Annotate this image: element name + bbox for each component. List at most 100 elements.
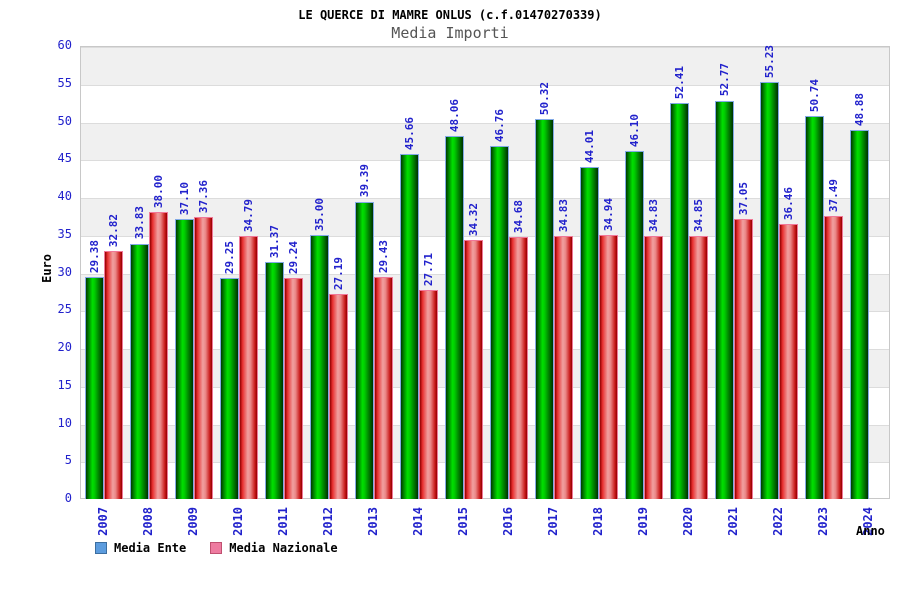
x-tick-label-2023: 2023 [816, 507, 830, 536]
bar-value-label-media-ente-2017: 50.32 [537, 81, 551, 116]
bar-media-nazionale-2013 [374, 276, 393, 499]
bar-value-label-media-ente-2023: 50.74 [807, 78, 821, 112]
gridline [81, 235, 889, 237]
y-tick-label: 10 [57, 415, 72, 430]
bar-value-label-media-nazionale-2020: 34.85 [691, 198, 705, 232]
bar-media-nazionale-2015 [464, 239, 483, 499]
gridline [81, 160, 889, 162]
bar-media-ente-2009 [175, 218, 194, 499]
bar-value-label-media-ente-2008: 33.83 [132, 206, 146, 240]
bar-value-label-media-ente-2011: 31.37 [267, 225, 281, 259]
x-tick-label-2011: 2011 [276, 507, 290, 536]
bar-value-label-media-ente-2010: 29.25 [222, 241, 236, 275]
plot-band [81, 273, 889, 312]
bar-media-nazionale-2020 [689, 235, 708, 499]
x-tick-label-2022: 2022 [771, 507, 785, 536]
bar-media-nazionale-2008 [149, 212, 168, 499]
x-tick-label-2009: 2009 [186, 507, 200, 536]
plot-band [81, 122, 889, 161]
legend: Media Ente Media Nazionale [95, 541, 338, 555]
bar-media-ente-2019 [625, 150, 644, 499]
y-tick-label: 0 [64, 491, 72, 505]
bar-media-ente-2013 [355, 201, 374, 499]
y-tick-label: 25 [57, 302, 72, 317]
bar-value-label-media-ente-2016: 46.76 [492, 108, 506, 142]
bar-media-nazionale-2019 [644, 236, 663, 499]
plot-band [81, 424, 889, 463]
y-tick-label: 20 [57, 340, 72, 354]
y-tick-label: 15 [57, 377, 72, 392]
bar-media-nazionale-2009 [194, 216, 213, 499]
bar-value-label-media-nazionale-2018: 34.94 [601, 198, 615, 232]
bar-value-label-media-nazionale-2017: 34.83 [556, 198, 570, 233]
x-tick-label-2020: 2020 [681, 507, 695, 536]
legend-item-media-nazionale: Media Nazionale [210, 541, 338, 555]
gridline [81, 273, 889, 275]
chart-subtitle: Media Importi [391, 24, 509, 42]
plot-band [81, 349, 889, 387]
bar-media-ente-2012 [310, 234, 329, 499]
bar-value-label-media-nazionale-2022: 36.46 [781, 186, 795, 220]
chart-title: LE QUERCE DI MAMRE ONLUS (c.f.0147027033… [298, 8, 602, 22]
bar-media-nazionale-2007 [104, 251, 123, 499]
y-tick-label: 50 [57, 113, 72, 128]
bar-media-nazionale-2023 [824, 215, 843, 499]
y-tick-label: 40 [57, 189, 72, 203]
bar-value-label-media-ente-2015: 48.06 [447, 99, 461, 133]
bar-value-label-media-ente-2014: 45.66 [402, 117, 416, 151]
x-tick-label-2014: 2014 [411, 507, 425, 536]
y-tick-label: 55 [57, 75, 72, 90]
bar-value-label-media-ente-2013: 39.39 [357, 164, 371, 198]
gridline [81, 47, 889, 48]
bar-value-label-media-ente-2007: 29.38 [87, 240, 101, 274]
bar-value-label-media-ente-2009: 37.10 [177, 181, 191, 215]
y-tick-label: 45 [57, 151, 72, 166]
bar-value-label-media-nazionale-2012: 27.19 [331, 256, 345, 290]
bar-media-nazionale-2011 [284, 278, 303, 499]
gridline [81, 462, 889, 464]
bar-media-nazionale-2022 [779, 223, 798, 499]
plot-band [81, 198, 889, 236]
gridline [81, 424, 889, 426]
bar-value-label-media-nazionale-2010: 34.79 [241, 199, 255, 233]
bar-value-label-media-ente-2012: 35.00 [312, 197, 326, 231]
bar-value-label-media-ente-2021: 52.77 [717, 63, 731, 97]
x-tick-label-2007: 2007 [96, 507, 110, 536]
bar-media-ente-2007 [85, 277, 104, 499]
bar-media-ente-2016 [490, 145, 509, 499]
gridline [81, 84, 889, 86]
bar-value-label-media-nazionale-2014: 27.71 [421, 252, 435, 286]
bar-media-ente-2023 [805, 115, 824, 499]
bar-value-label-media-ente-2019: 46.10 [627, 113, 641, 147]
bar-media-nazionale-2016 [509, 237, 528, 499]
legend-swatch-media-ente-icon [95, 542, 107, 554]
x-tick-label-2017: 2017 [546, 507, 560, 536]
bar-media-nazionale-2014 [419, 289, 438, 499]
bar-media-ente-2010 [220, 278, 239, 499]
bar-value-label-media-nazionale-2021: 37.05 [736, 182, 750, 216]
bar-media-ente-2018 [580, 166, 599, 499]
bar-value-label-media-nazionale-2011: 29.24 [286, 241, 300, 275]
x-tick-label-2019: 2019 [636, 507, 650, 536]
x-tick-label-2013: 2013 [366, 507, 380, 536]
bar-value-label-media-nazionale-2007: 32.82 [106, 214, 120, 248]
gridline [81, 311, 889, 313]
x-tick-label-2016: 2016 [501, 507, 515, 536]
bar-media-ente-2024 [850, 129, 869, 499]
bar-value-label-media-nazionale-2015: 34.32 [466, 202, 480, 236]
x-tick-label-2008: 2008 [141, 507, 155, 536]
bar-media-ente-2011 [265, 262, 284, 499]
bar-value-label-media-ente-2018: 44.01 [582, 129, 596, 163]
x-tick-label-2010: 2010 [231, 507, 245, 536]
x-tick-label-2015: 2015 [456, 507, 470, 536]
y-tick-label: 60 [57, 38, 72, 52]
bar-media-nazionale-2021 [734, 219, 753, 499]
bar-media-nazionale-2018 [599, 235, 618, 499]
gridline [81, 122, 889, 124]
bar-value-label-media-nazionale-2016: 34.68 [511, 200, 525, 234]
gridline [81, 349, 889, 350]
bar-value-label-media-nazionale-2013: 29.43 [376, 239, 390, 273]
legend-swatch-media-nazionale-icon [210, 542, 223, 554]
bar-media-ente-2021 [715, 100, 734, 499]
legend-label-media-ente: Media Ente [114, 541, 187, 555]
